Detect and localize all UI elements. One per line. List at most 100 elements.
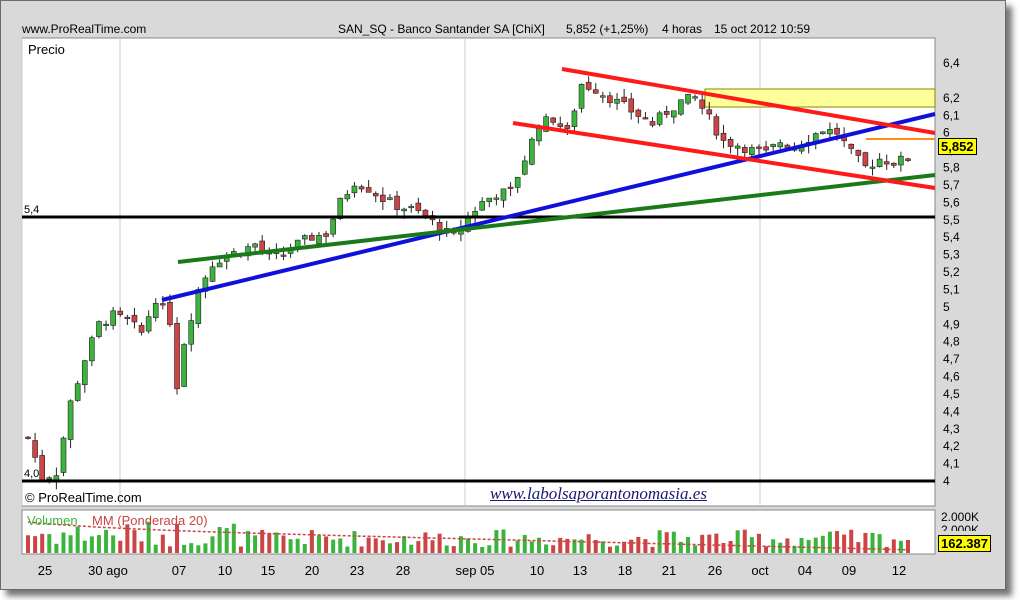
volume-bar xyxy=(544,544,549,553)
candle-body xyxy=(259,240,265,252)
volume-ma-label: MM (Ponderada 20) xyxy=(92,513,208,528)
candle-body xyxy=(550,117,556,123)
candle-body xyxy=(905,158,911,161)
candle-body xyxy=(138,324,145,333)
candle-body xyxy=(330,218,336,235)
x-axis-band xyxy=(22,556,935,582)
candle-body xyxy=(834,127,840,135)
gridlines xyxy=(21,38,761,506)
candle-body xyxy=(521,160,528,175)
volume-bar xyxy=(849,529,854,553)
candle-body xyxy=(827,129,833,135)
volume-bar xyxy=(196,545,201,553)
volume-bar xyxy=(863,532,868,553)
candle-body xyxy=(685,94,691,104)
y-tick-label: 5,8 xyxy=(943,161,960,175)
y-tick-label: 5,4 xyxy=(943,230,960,244)
volume-bar xyxy=(792,545,797,553)
volume-bar xyxy=(288,539,293,553)
last-price-badge: 5,852 xyxy=(938,138,977,155)
volume-bar xyxy=(217,527,222,553)
candle-body xyxy=(862,152,869,167)
candle-body xyxy=(529,138,535,165)
volume-bar xyxy=(700,534,705,553)
candle-body xyxy=(543,116,549,132)
candle-body xyxy=(756,146,762,149)
candle-body xyxy=(216,262,223,268)
volume-scale-second: 2.000K xyxy=(941,523,980,531)
y-tick-label: 4,7 xyxy=(943,352,960,366)
candle-body xyxy=(117,310,124,315)
candle-body xyxy=(96,321,102,337)
y-tick-label: 4,2 xyxy=(943,439,960,453)
candle-body xyxy=(777,142,784,148)
volume-bar xyxy=(820,535,825,553)
volume-bar xyxy=(856,542,861,553)
candle-body xyxy=(883,161,890,165)
volume-bar xyxy=(47,534,52,553)
y-tick-label: 4,9 xyxy=(943,317,960,331)
uptrend-line-green xyxy=(177,173,936,264)
candle-body xyxy=(46,477,53,480)
candle-body xyxy=(387,197,393,200)
volume-bar xyxy=(742,529,747,553)
watermark-link[interactable]: www.labolsaporantonomasia.es xyxy=(490,484,707,503)
candle-body xyxy=(344,194,351,200)
volume-bar xyxy=(253,535,258,553)
price-panel[interactable] xyxy=(21,37,936,507)
candle-body xyxy=(869,166,876,169)
volume-bar xyxy=(487,545,492,553)
volume-bar xyxy=(402,536,407,553)
volume-bar xyxy=(678,541,683,553)
volume-bar xyxy=(224,528,229,553)
candle-body xyxy=(358,186,365,190)
x-tick-label: 20 xyxy=(305,563,319,578)
volume-bar xyxy=(607,546,612,553)
volume-bar xyxy=(835,531,840,553)
candle-body xyxy=(514,177,521,188)
volume-bar xyxy=(466,538,470,553)
candle-body xyxy=(60,437,67,473)
volume-bar xyxy=(281,535,286,553)
candle-body xyxy=(557,123,564,127)
volume-bar xyxy=(40,533,45,553)
candle-body xyxy=(741,147,748,153)
timeframe-label[interactable]: 4 horas xyxy=(662,22,703,36)
volume-bar xyxy=(395,542,400,553)
volume-bar xyxy=(175,524,180,553)
volume-bar xyxy=(622,541,627,553)
volume-bar xyxy=(139,541,144,553)
volume-bar xyxy=(167,546,172,553)
candle-body xyxy=(642,117,649,120)
y-tick-label: 5,2 xyxy=(943,265,960,279)
volume-bar xyxy=(508,546,513,553)
volume-bar xyxy=(636,536,641,553)
volume-bar xyxy=(473,543,478,553)
candle-body xyxy=(536,128,542,142)
x-tick-label: 13 xyxy=(573,563,587,578)
level-label-top: 5,4 xyxy=(24,204,40,216)
candle-body xyxy=(394,195,400,210)
candle-body xyxy=(749,147,755,156)
volume-bar xyxy=(387,543,392,553)
volume-bar xyxy=(764,546,769,553)
candle-body xyxy=(564,125,571,129)
volume-bar xyxy=(423,532,428,553)
volume-bar xyxy=(210,536,215,553)
volume-bar xyxy=(458,536,463,553)
candle-body xyxy=(706,109,713,115)
candle-body xyxy=(422,209,429,216)
candle-body xyxy=(614,98,620,104)
candle-body xyxy=(408,205,415,209)
datetime-label: 15 oct 2012 10:59 xyxy=(714,22,811,36)
volume-bar xyxy=(842,534,847,553)
site-name[interactable]: www.ProRealTime.com xyxy=(22,22,147,36)
volume-bar xyxy=(267,533,272,553)
volume-bar xyxy=(671,531,676,553)
candle-body xyxy=(898,155,904,166)
volume-bar xyxy=(324,536,329,553)
volume-bar xyxy=(338,538,343,553)
candle-body xyxy=(585,82,592,90)
